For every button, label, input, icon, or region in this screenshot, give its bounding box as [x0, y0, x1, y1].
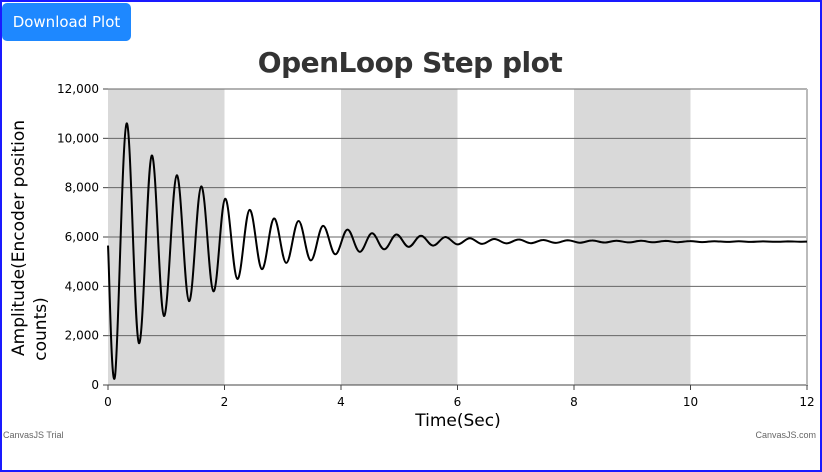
y-tick-label: 0 [91, 378, 99, 392]
credit-right[interactable]: CanvasJS.com [755, 430, 816, 440]
y-tick-label: 10,000 [57, 131, 99, 145]
x-tick-label: 2 [221, 395, 229, 409]
y-axis-title-line-1: Amplitude(Encoder position [9, 120, 29, 356]
x-tick-label: 4 [337, 395, 345, 409]
x-tick-label: 6 [454, 395, 462, 409]
series-line [107, 122, 808, 380]
download-plot-button[interactable]: Download Plot [2, 3, 131, 41]
chart-title: OpenLoop Step plot [258, 46, 563, 79]
x-tick-label: 10 [683, 395, 698, 409]
x-tick-label: 12 [799, 395, 814, 409]
y-axis-title-line-2: counts) [31, 297, 51, 360]
x-tick-label: 0 [104, 395, 112, 409]
y-tick-labels: 0 2,000 4,000 6,000 8,000 10,000 12,000 [57, 82, 108, 392]
credit-left[interactable]: CanvasJS Trial [3, 430, 64, 440]
y-tick-label: 12,000 [57, 82, 99, 96]
y-tick-label: 4,000 [65, 279, 99, 293]
x-axis-title: Time(Sec) [414, 411, 500, 431]
y-tick-label: 2,000 [65, 329, 99, 343]
y-tick-label: 6,000 [65, 230, 99, 244]
x-tick-label: 8 [570, 395, 578, 409]
x-tick-labels: 0 2 4 6 8 10 12 [104, 385, 815, 409]
gridlines [108, 88, 807, 337]
y-tick-label: 8,000 [65, 181, 99, 195]
